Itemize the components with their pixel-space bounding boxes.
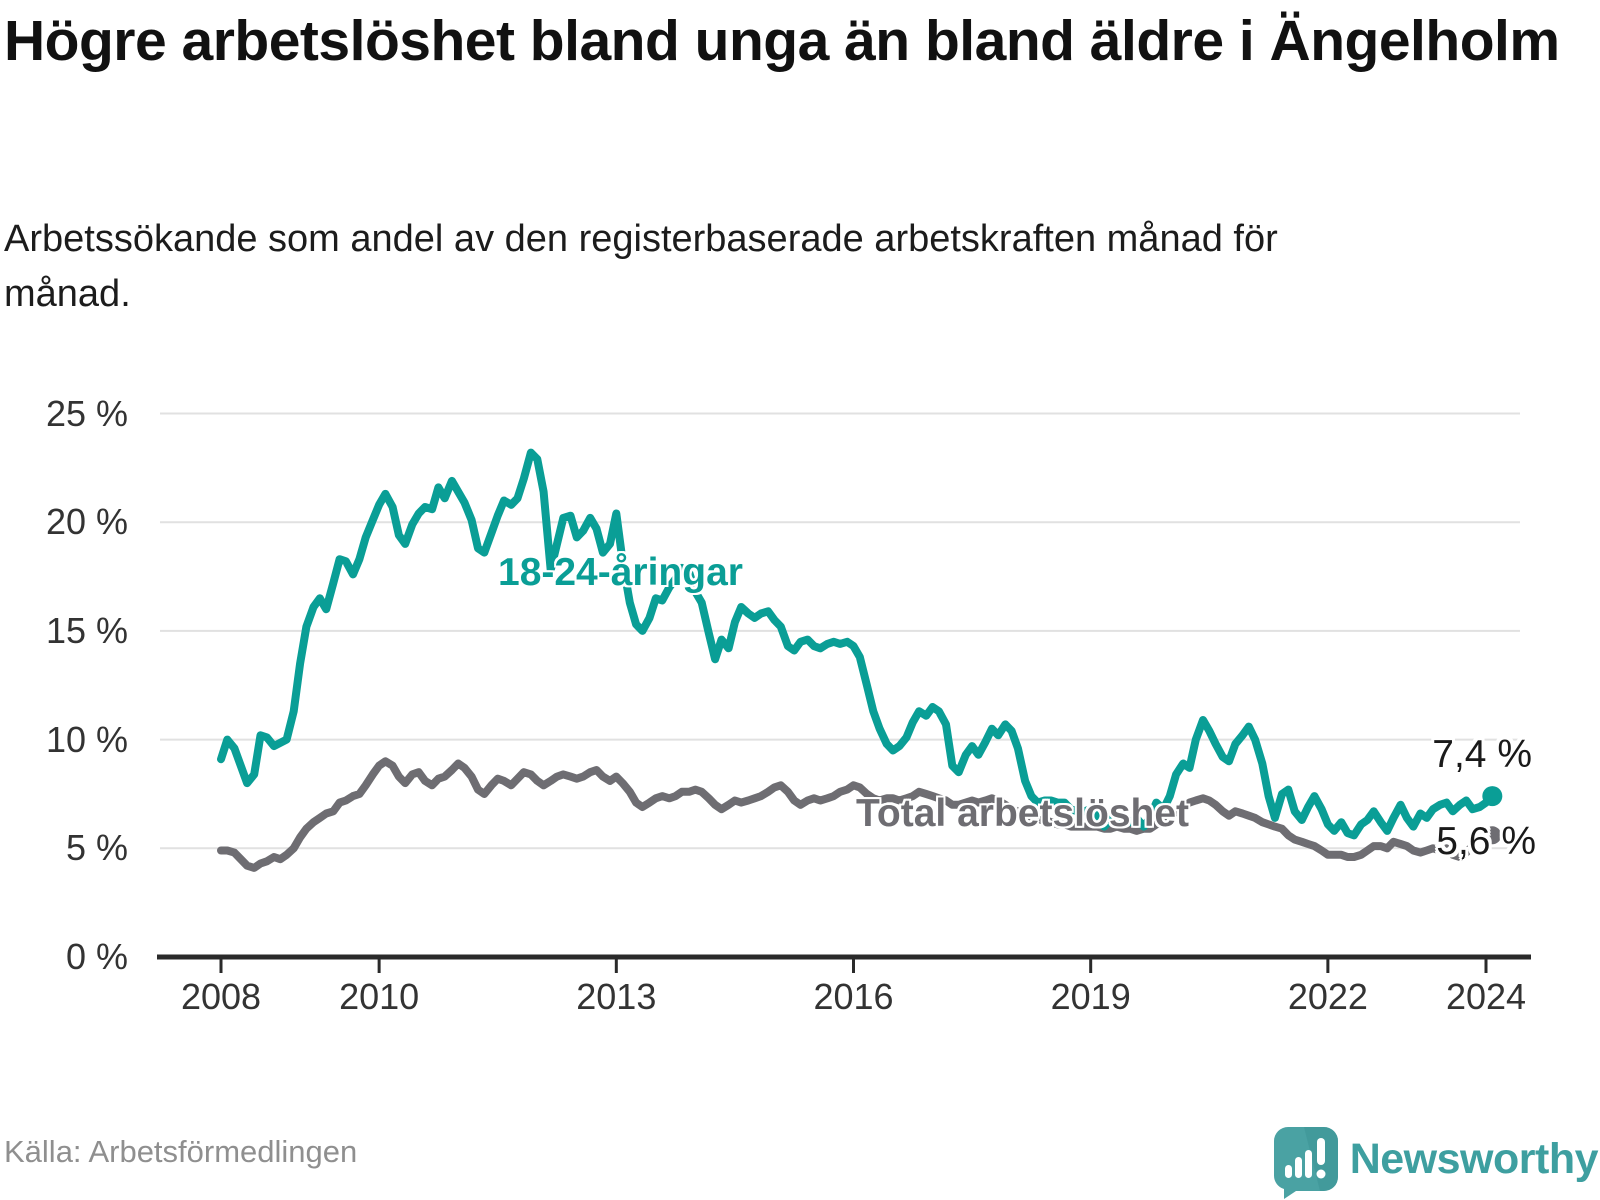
y-tick-25: 25 % bbox=[45, 392, 128, 434]
x-tick-2008: 2008 bbox=[180, 976, 262, 1017]
x-tick-2022: 2022 bbox=[1287, 976, 1368, 1017]
end-value-total: 5,6 % bbox=[1436, 820, 1536, 863]
page-title: Högre arbetslöshet bland unga än bland ä… bbox=[4, 9, 1560, 73]
y-tick-15: 15 % bbox=[45, 609, 128, 651]
series-label-youth: 18-24-åringar bbox=[498, 551, 743, 594]
bar-chart-bubble-icon bbox=[1273, 1127, 1338, 1199]
y-tick-10: 10 % bbox=[45, 718, 128, 760]
newsworthy-brand: Newsworthy bbox=[1273, 1122, 1599, 1199]
y-tick-0: 0 % bbox=[65, 936, 128, 977]
x-tick-2013: 2013 bbox=[576, 976, 657, 1017]
series-label-total: Total arbetslöshet bbox=[856, 792, 1190, 835]
source-note: Källa: Arbetsförmedlingen bbox=[4, 1134, 358, 1169]
y-tick-5: 5 % bbox=[65, 827, 128, 869]
x-tick-2010: 2010 bbox=[339, 976, 420, 1017]
x-tick-2016: 2016 bbox=[813, 976, 894, 1017]
newsworthy-logo-icon bbox=[1273, 1127, 1338, 1199]
end-value-youth: 7,4 % bbox=[1432, 733, 1532, 776]
x-tick-2019: 2019 bbox=[1050, 976, 1131, 1017]
newsworthy-wordmark: Newsworthy bbox=[1349, 1134, 1599, 1183]
x-tick-2024: 2024 bbox=[1445, 976, 1527, 1017]
chart-subtitle: Arbetssökande som andel av den registerb… bbox=[4, 218, 1278, 315]
y-tick-20: 20 % bbox=[45, 501, 128, 543]
